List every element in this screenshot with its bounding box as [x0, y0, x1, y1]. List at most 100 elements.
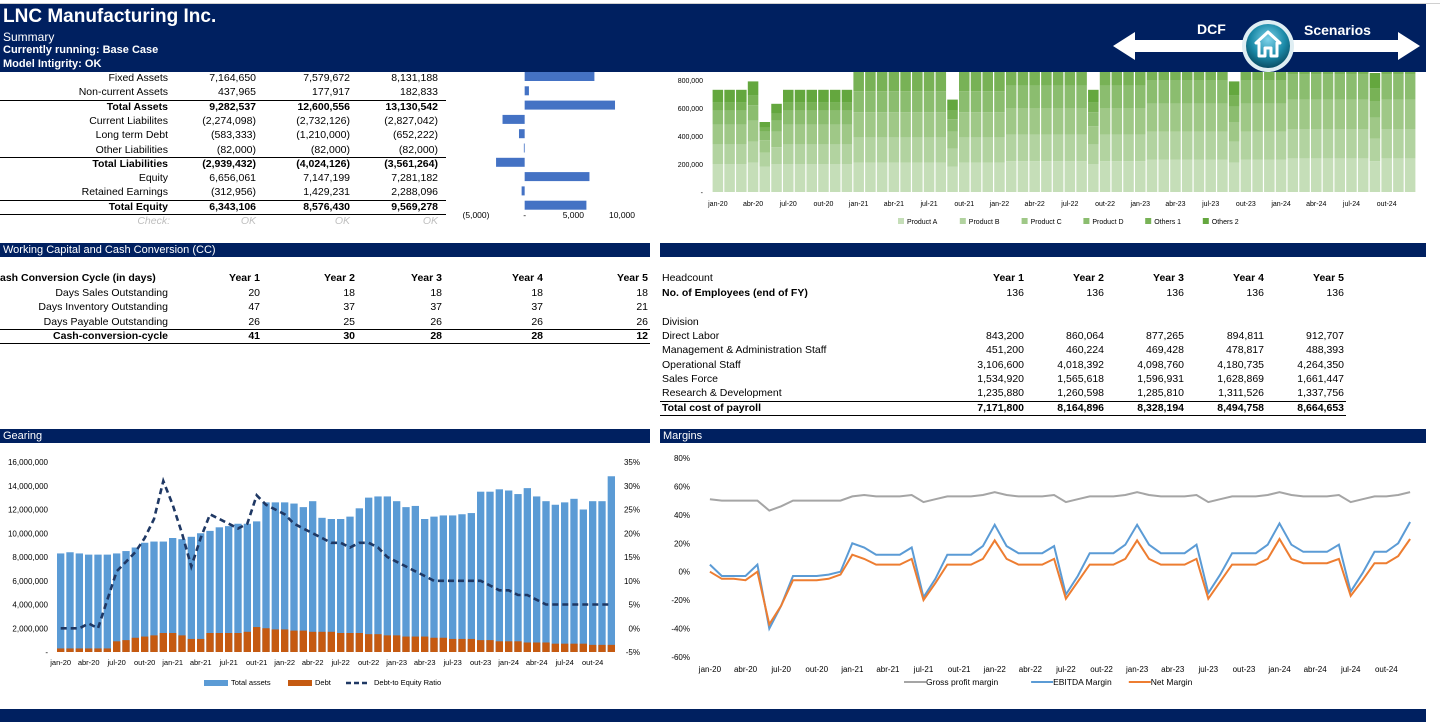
revenue-bar-segment	[1181, 131, 1193, 160]
debt-bar	[299, 630, 307, 652]
revenue-bar-segment	[1357, 74, 1369, 100]
revenue-bar-segment	[829, 110, 841, 125]
revenue-bar-segment	[1346, 72, 1357, 75]
debt-bar	[131, 637, 139, 652]
balance-value: (82,000)	[398, 143, 438, 156]
total-assets-bar	[570, 498, 578, 652]
revenue-bar-segment	[724, 124, 735, 145]
revenue-bar-segment	[783, 110, 794, 125]
total-assets-bar	[57, 553, 65, 652]
mini-bar	[524, 100, 616, 110]
revenue-bar-segment	[1099, 161, 1111, 192]
home-icon[interactable]	[1240, 18, 1296, 74]
payroll-value: 8,328,194	[1137, 401, 1184, 414]
dcf-arrow-icon[interactable]	[1113, 30, 1243, 62]
revenue-bar-segment	[912, 162, 923, 192]
total-assets-bar	[533, 496, 541, 652]
balance-row-label: Equity	[138, 172, 168, 185]
debt-bar	[579, 643, 587, 652]
revenue-bar-segment	[1217, 72, 1228, 80]
total-assets-bar	[411, 505, 419, 652]
employees-value: 136	[1246, 287, 1264, 299]
legend-swatch-debt	[288, 680, 312, 686]
revenue-bar-segment	[1170, 80, 1181, 104]
debt-bar	[402, 636, 410, 652]
revenue-bar-segment	[1228, 162, 1240, 192]
revenue-bar-segment	[1135, 161, 1146, 192]
revenue-bar-segment	[1193, 80, 1205, 104]
total-assets-bar	[346, 516, 354, 652]
revenue-bar-segment	[1264, 72, 1275, 80]
scenarios-arrow-icon[interactable]	[1292, 30, 1420, 62]
revenue-x-tick: out-23	[1236, 201, 1256, 208]
revenue-x-tick: jan-23	[1130, 201, 1151, 208]
revenue-bar-segment	[724, 102, 735, 111]
revenue-bar-segment	[1135, 72, 1146, 86]
revenue-bar-segment	[959, 72, 970, 92]
dcf-nav-label[interactable]: DCF	[1197, 21, 1226, 37]
revenue-bar-segment	[1181, 159, 1193, 192]
revenue-bar-segment	[736, 110, 747, 125]
revenue-x-tick: abr-21	[884, 201, 904, 208]
revenue-bar-segment	[1146, 80, 1158, 104]
balance-value: 8,131,188	[391, 72, 438, 84]
revenue-bar-segment	[1264, 103, 1275, 132]
revenue-bar-segment	[970, 91, 982, 113]
total-assets-bar	[514, 494, 522, 652]
debt-to-equity-line	[60, 476, 612, 631]
legend-swatch	[1202, 218, 1209, 224]
margins-x-tick: jan-23	[1125, 665, 1149, 674]
revenue-bar-segment	[1005, 161, 1017, 192]
revenue-bar-segment	[818, 89, 829, 103]
total-assets-bar	[355, 508, 363, 652]
revenue-bar-segment	[1311, 129, 1322, 159]
total-assets-bar	[318, 517, 326, 652]
total-assets-bar	[449, 515, 457, 652]
debt-bar	[421, 636, 429, 652]
revenue-bar-segment	[1135, 108, 1146, 135]
debt-bar	[262, 628, 270, 652]
revenue-bar-segment	[1322, 158, 1334, 192]
revenue-bar-segment	[1088, 144, 1099, 164]
scenarios-nav-label[interactable]: Scenarios	[1304, 22, 1371, 38]
ccc-value: 12	[636, 329, 648, 342]
revenue-bar-segment	[1205, 72, 1216, 80]
revenue-bar-segment	[806, 89, 817, 103]
revenue-bar-segment	[1381, 158, 1392, 192]
headcount-year-header: Year 3	[1153, 272, 1184, 284]
revenue-bar-segment	[841, 110, 853, 125]
debt-bar	[234, 633, 242, 652]
margins-x-tick: out-21	[948, 665, 971, 674]
gearing-y-tick: -	[45, 648, 48, 657]
revenue-bar-segment	[747, 120, 759, 142]
revenue-bar-segment	[900, 91, 911, 113]
revenue-bar-segment	[724, 110, 735, 125]
revenue-bar-segment	[806, 110, 817, 125]
gearing-x-tick: out-21	[246, 658, 267, 667]
margins-y-tick: -60%	[671, 653, 690, 662]
balance-value: (4,024,126)	[296, 157, 350, 170]
revenue-bar-segment	[1228, 106, 1240, 122]
revenue-bar-segment	[947, 99, 958, 111]
debt-bar	[607, 644, 615, 652]
revenue-bar-segment	[1322, 74, 1334, 100]
debt-bar	[187, 638, 195, 652]
revenue-bar-segment	[818, 124, 829, 145]
balance-value: 1,429,231	[303, 186, 350, 199]
margin-line-2	[709, 537, 1411, 627]
ccc-value: 37	[343, 301, 355, 314]
payroll-value: 8,664,653	[1297, 401, 1344, 414]
debt-bar	[374, 634, 382, 652]
payroll-row-label: Research & Development	[662, 387, 782, 400]
revenue-bar-segment	[1158, 72, 1169, 80]
margins-x-tick: abr-23	[1161, 665, 1185, 674]
revenue-bar-segment	[1088, 102, 1099, 113]
ccc-row-label: Days Inventory Outstanding	[38, 301, 168, 314]
gearing-y-tick: 12,000,000	[8, 506, 49, 515]
ccc-value: 20	[248, 287, 260, 299]
legend-swatch	[1083, 218, 1090, 224]
revenue-bar-segment	[818, 110, 829, 125]
ccc-value: 47	[248, 301, 260, 314]
payroll-value: 1,628,869	[1217, 372, 1264, 385]
revenue-bar-segment	[865, 112, 876, 138]
